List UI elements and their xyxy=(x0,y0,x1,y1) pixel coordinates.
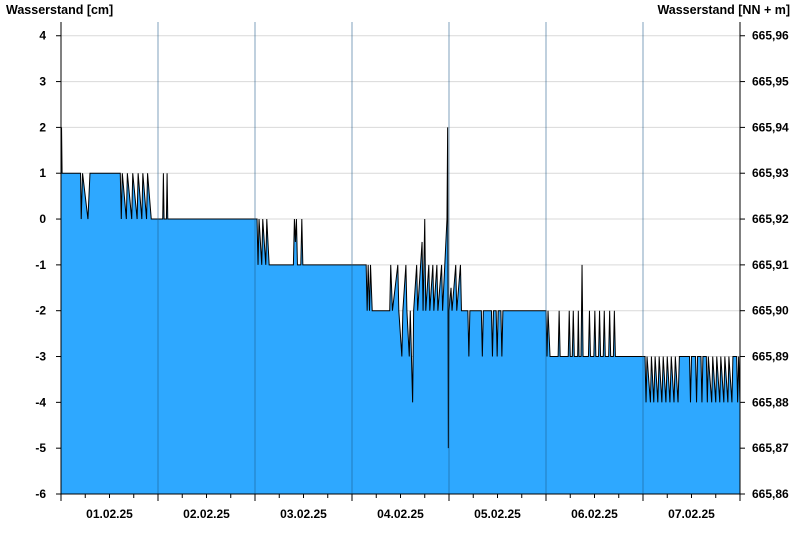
axes-layer: 4 3 2 1 0 -1 -2 -3 -4 -5 -6 665,96 665,95 665,94 665,9… xyxy=(35,22,789,521)
right-tick-label: 665,88 xyxy=(752,395,789,409)
series-layer xyxy=(60,127,741,495)
right-tick-label: 665,89 xyxy=(752,350,789,364)
x-tick-label: 01.02.25 xyxy=(86,507,133,521)
left-tick-label: 1 xyxy=(39,166,46,180)
day-separator-layer xyxy=(157,22,644,494)
left-tick-label: -2 xyxy=(35,304,46,318)
left-tick-label: -6 xyxy=(35,487,46,501)
x-tick-label: 07.02.25 xyxy=(668,507,715,521)
right-tick-label: 665,94 xyxy=(752,120,789,134)
left-tick-label: 3 xyxy=(39,75,46,89)
series-line xyxy=(60,127,741,449)
left-tick-label: -4 xyxy=(35,395,46,409)
right-tick-label: 665,91 xyxy=(752,258,789,272)
left-tick-label: -5 xyxy=(35,441,46,455)
left-tick-label: 0 xyxy=(39,212,46,226)
right-axis-title: Wasserstand [NN + m] xyxy=(657,3,790,17)
x-tick-label: 06.02.25 xyxy=(571,507,618,521)
x-tick-label: 04.02.25 xyxy=(377,507,424,521)
left-axis-title: Wasserstand [cm] xyxy=(6,3,113,17)
x-tick-label: 02.02.25 xyxy=(183,507,230,521)
right-tick-label: 665,86 xyxy=(752,487,789,501)
right-tick-label: 665,87 xyxy=(752,441,789,455)
right-tick-label: 665,92 xyxy=(752,212,789,226)
right-tick-label: 665,90 xyxy=(752,304,789,318)
left-tick-label: 4 xyxy=(39,29,46,43)
right-tick-label: 665,95 xyxy=(752,75,789,89)
x-tick-label: 03.02.25 xyxy=(280,507,327,521)
right-tick-label: 665,96 xyxy=(752,29,789,43)
x-tick-label: 05.02.25 xyxy=(474,507,521,521)
right-tick-label: 665,93 xyxy=(752,166,789,180)
left-tick-label: -3 xyxy=(35,350,46,364)
left-tick-label: -1 xyxy=(35,258,46,272)
left-tick-label: 2 xyxy=(39,120,46,134)
